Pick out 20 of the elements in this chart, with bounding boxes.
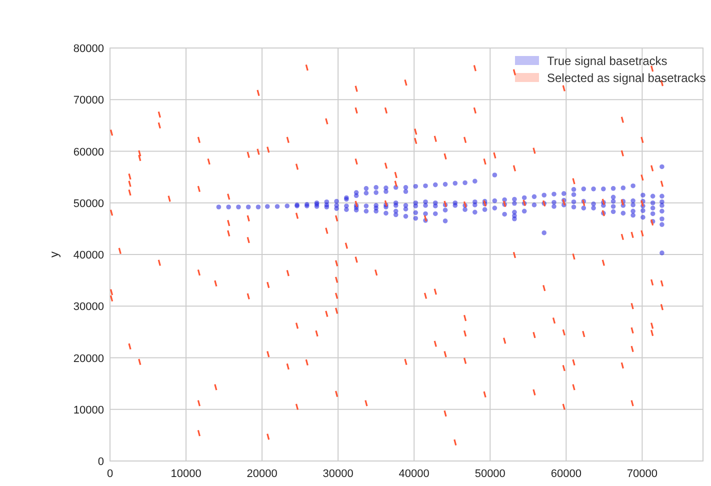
y-tick-label: 70000 [73, 94, 104, 107]
y-tick-label: 20000 [73, 352, 104, 365]
legend-label: True signal basetracks [547, 54, 668, 68]
x-tick-label: 10000 [170, 468, 202, 480]
y-tick-label: 80000 [73, 43, 104, 55]
y-tick-label: 40000 [73, 250, 104, 262]
x-tick-label: 40000 [398, 468, 430, 480]
x-tick-label: 0 [106, 468, 114, 480]
x-tick-label: 30000 [322, 468, 354, 480]
y-tick-label: 10000 [73, 404, 104, 416]
legend-label: Selected as signal basetracks [547, 71, 706, 85]
y-tick-label: 30000 [73, 301, 104, 314]
x-tick-label: 50000 [474, 468, 506, 480]
x-tick-label: 20000 [246, 468, 278, 480]
y-tick-label: 50000 [73, 198, 104, 210]
x-tick-label: 60000 [550, 468, 582, 480]
y-tick-label: 0 [98, 456, 104, 468]
x-tick-label: 70000 [626, 468, 658, 480]
y-tick-label: 60000 [73, 146, 104, 158]
y-axis-title: y [47, 252, 61, 258]
